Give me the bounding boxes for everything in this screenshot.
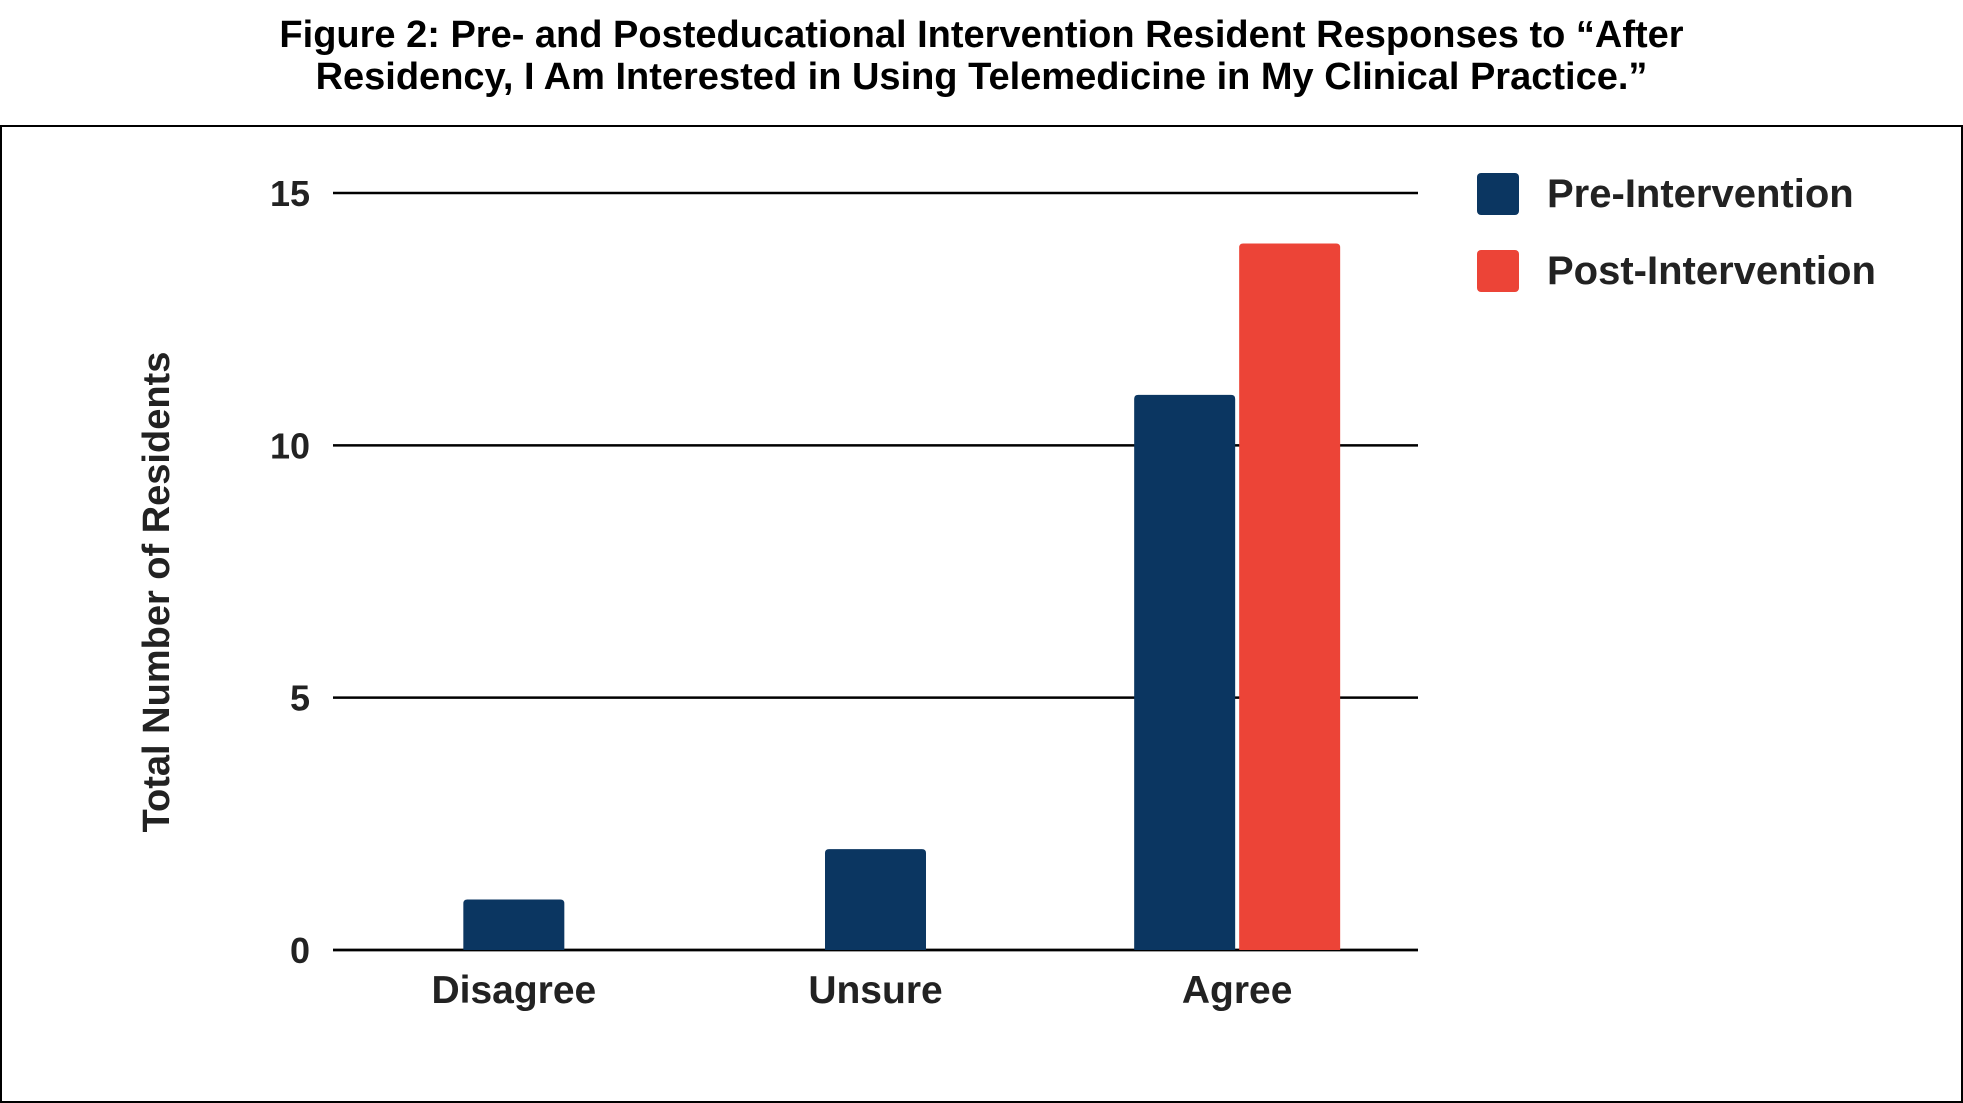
category-labels: Disagree Unsure Agree	[431, 969, 1292, 1012]
bars	[463, 243, 1341, 950]
legend-swatch-pre-intervention	[1477, 173, 1519, 215]
bar-pre-intervention-agree	[1134, 394, 1236, 950]
y-tick-label: 5	[290, 678, 310, 719]
x-tick-label-disagree: Disagree	[431, 969, 596, 1012]
y-tick-label: 10	[270, 425, 310, 466]
legend-swatch-post-intervention	[1477, 250, 1519, 292]
legend: Pre-Intervention Post-Intervention	[1477, 172, 1876, 293]
y-axis-label: Total Number of Residents	[136, 352, 178, 833]
legend-label-post-intervention: Post-Intervention	[1547, 249, 1876, 293]
y-tick-label: 15	[270, 173, 310, 214]
chart-title: Figure 2: Pre- and Posteducational Inter…	[0, 14, 1963, 98]
y-tick-labels: 0 5 10 15	[270, 173, 310, 971]
bar-pre-intervention-disagree	[463, 899, 565, 950]
bar-pre-intervention-unsure	[825, 849, 926, 950]
chart-title-line-2: Residency, I Am Interested in Using Tele…	[315, 56, 1648, 98]
x-tick-label-agree: Agree	[1182, 969, 1293, 1012]
legend-label-pre-intervention: Pre-Intervention	[1547, 172, 1854, 216]
x-tick-label-unsure: Unsure	[808, 969, 942, 1012]
chart-frame	[0, 125, 1963, 1103]
bar-post-intervention-agree	[1239, 243, 1341, 950]
y-tick-label: 0	[290, 930, 310, 971]
chart-title-line-1: Figure 2: Pre- and Posteducational Inter…	[279, 14, 1684, 56]
